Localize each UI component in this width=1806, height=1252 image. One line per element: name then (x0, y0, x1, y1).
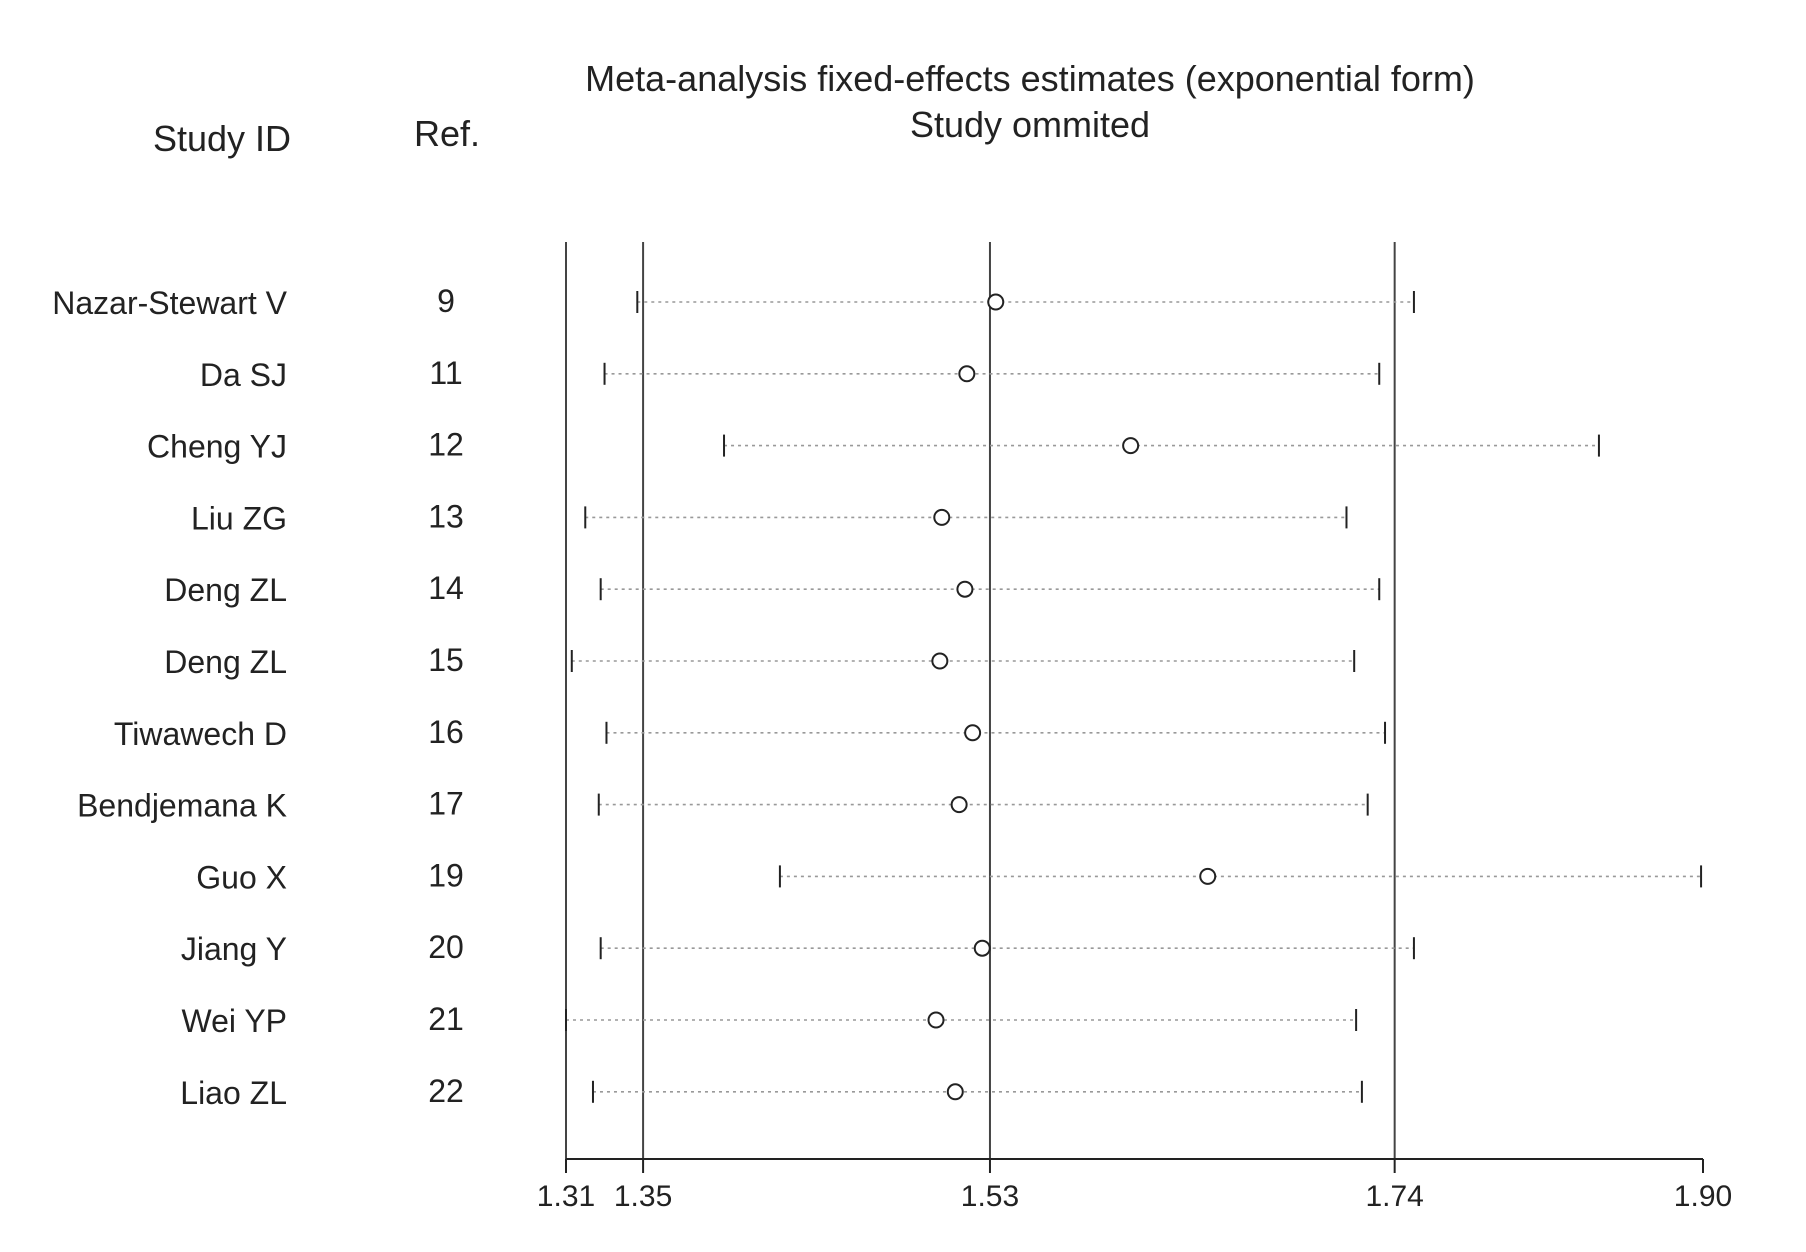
study-label-0: Nazar-Stewart V (52, 285, 287, 321)
x-tick-label-2: 1.53 (961, 1180, 1019, 1213)
ref-label-0: 9 (437, 283, 455, 319)
study-label-11: Liao ZL (180, 1075, 287, 1111)
study-label-9: Jiang Y (181, 931, 287, 967)
point-estimate-1 (958, 365, 976, 383)
x-tick-label-0: 1.31 (537, 1180, 595, 1213)
study-id-header: Study ID (153, 118, 292, 159)
study-label-2: Cheng YJ (147, 429, 287, 465)
x-tick-label-1: 1.35 (614, 1180, 672, 1213)
study-label-3: Liu ZG (191, 500, 287, 536)
point-estimate-8 (1199, 867, 1217, 885)
study-label-1: Da SJ (200, 357, 287, 393)
point-estimate-5 (931, 652, 949, 670)
chart-title: Meta-analysis fixed-effects estimates (e… (585, 58, 1475, 99)
ref-header: Ref. (414, 113, 481, 154)
ref-label-9: 20 (428, 929, 464, 965)
study-label-6: Tiwawech D (114, 716, 287, 752)
study-label-8: Guo X (196, 859, 287, 895)
point-estimate-0 (987, 293, 1005, 311)
x-tick-label-3: 1.74 (1365, 1180, 1423, 1213)
study-label-4: Deng ZL (164, 572, 287, 608)
ref-label-10: 21 (428, 1001, 464, 1037)
point-estimate-11 (946, 1083, 964, 1101)
ref-label-8: 19 (428, 857, 464, 893)
chart-subtitle: Study ommited (909, 104, 1151, 145)
study-label-10: Wei YP (181, 1003, 287, 1039)
point-estimate-6 (964, 724, 982, 742)
point-estimate-7 (950, 796, 968, 814)
ref-label-7: 17 (428, 786, 464, 822)
point-estimate-2 (1122, 437, 1140, 455)
study-label-7: Bendjemana K (77, 788, 287, 824)
point-estimate-3 (933, 508, 951, 526)
ref-label-1: 11 (429, 355, 462, 391)
x-tick-label-4: 1.90 (1674, 1180, 1732, 1213)
point-estimate-10 (927, 1011, 945, 1029)
ref-label-5: 15 (428, 642, 464, 678)
study-label-5: Deng ZL (164, 644, 287, 680)
point-estimate-9 (973, 939, 991, 957)
point-estimate-4 (956, 580, 974, 598)
ref-label-4: 14 (428, 570, 464, 606)
ref-label-2: 12 (428, 427, 464, 463)
ref-label-6: 16 (428, 714, 464, 750)
ref-label-3: 13 (428, 498, 464, 534)
ref-label-11: 22 (428, 1073, 464, 1109)
